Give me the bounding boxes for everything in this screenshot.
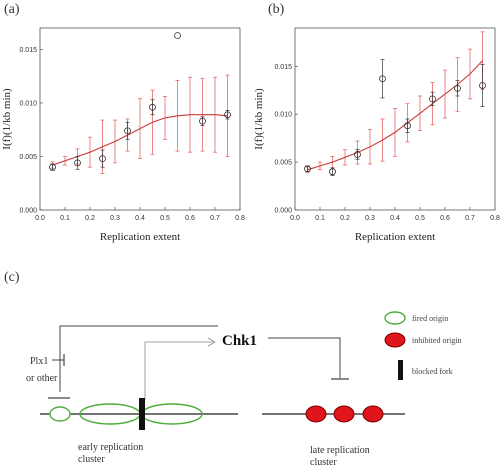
chart-a-xlabel: Replication extent <box>100 231 180 243</box>
chart-a-xtick-label: 0.7 <box>210 215 220 222</box>
chart-a-ytick-label: 0.015 <box>19 47 37 54</box>
chart-b-data-point <box>354 151 361 158</box>
plx1-label: Plx1 <box>30 356 48 367</box>
legend-fired-label: fired origin <box>412 314 448 323</box>
chart-b-data-point <box>429 95 436 103</box>
diagram-c: Chk1 Plx1 or other early replication clu… <box>26 311 462 467</box>
chart-b-ylabel: I(f)(1/kb min) <box>253 88 265 150</box>
chart-a-xtick-label: 0.4 <box>135 215 145 222</box>
chart-a-fit-curve <box>52 114 228 166</box>
legend-inhibited-icon <box>384 332 406 348</box>
chart-b-xtick-label: 0.0 <box>290 215 300 222</box>
chart-b-ytick-label: 0.015 <box>274 64 292 71</box>
arrow-head-icon <box>207 337 216 347</box>
chart-b-fit-curve <box>307 60 483 171</box>
chart-b-xlabel: Replication extent <box>355 231 435 243</box>
panel-label-c: (c) <box>4 270 20 285</box>
legend-fired-icon <box>384 311 406 325</box>
chart-a: 0.0 0.1 0.2 0.3 0.4 0.5 0.6 0.7 0.8 0.000 0.005 0.… <box>1 27 245 243</box>
chart-b-data-point <box>329 168 336 176</box>
chart-b-data-point <box>454 84 461 92</box>
legend-inhibited-label: inhibited origin <box>412 336 462 345</box>
plx1-or-other-label: or other <box>26 373 58 384</box>
early-cluster-label-2: cluster <box>78 454 105 465</box>
chk1-label: Chk1 <box>222 333 257 349</box>
chart-b-xtick-label: 0.2 <box>340 215 350 222</box>
chart-a-data-point <box>174 32 181 39</box>
chart-a-xtick-label: 0.5 <box>160 215 170 222</box>
panel-label-a: (a) <box>4 2 20 17</box>
chart-a-ylabel: I(f)(1/kb min) <box>1 88 13 150</box>
chart-a-data-point <box>124 127 131 135</box>
chart-a-xtick-label: 0.8 <box>235 215 245 222</box>
chart-b-xtick-label: 0.3 <box>365 215 375 222</box>
chart-a-xtick-label: 0.3 <box>110 215 120 222</box>
legend-blocked-label: blocked fork <box>412 367 453 376</box>
inhibited-origin-1 <box>305 405 327 423</box>
early-cluster-label: early replication <box>78 442 143 453</box>
chart-a-xtick-label: 0.0 <box>35 215 45 222</box>
chart-a-data-point <box>199 117 206 125</box>
activation-arrow <box>144 341 213 400</box>
chart-b-xtick-label: 0.4 <box>390 215 400 222</box>
late-cluster-label: late replication <box>310 445 370 456</box>
chart-b-ytick-label: 0.000 <box>274 208 292 215</box>
feedback-line <box>59 325 218 392</box>
chart-b-xtick-label: 0.1 <box>315 215 325 222</box>
chart-b-xtick-label: 0.8 <box>490 215 500 222</box>
inhibited-origin-2 <box>333 405 355 423</box>
chk1-inhibit-line <box>268 337 341 378</box>
chart-a-data-point <box>74 159 81 167</box>
chart-b-xtick-label: 0.6 <box>440 215 450 222</box>
chart-b-data-point <box>379 75 386 83</box>
chart-b-data-point <box>304 165 311 173</box>
legend-blocked-icon <box>398 360 403 380</box>
chart-a-ytick-label: 0.005 <box>19 154 37 161</box>
chart-a-data-point <box>149 103 156 111</box>
panel-label-b: (b) <box>268 2 285 17</box>
chart-b-xtick-label: 0.7 <box>465 215 475 222</box>
chart-a-data-point <box>49 163 56 171</box>
blocked-fork <box>139 398 145 430</box>
fired-origin-small <box>49 406 71 422</box>
chart-a-data-point <box>224 111 231 119</box>
chart-a-xtick-label: 0.6 <box>185 215 195 222</box>
chart-b-data-point <box>479 82 486 89</box>
late-cluster-label-2: cluster <box>310 457 337 467</box>
chart-a-xtick-label: 0.2 <box>85 215 95 222</box>
chart-b-xtick-label: 0.5 <box>415 215 425 222</box>
chart-a-data-point <box>99 155 106 163</box>
chart-a-ytick-label: 0.000 <box>19 208 37 215</box>
chart-a-xtick-label: 0.1 <box>60 215 70 222</box>
inhibited-origin-3 <box>362 405 384 423</box>
chart-b: 0.0 0.1 0.2 0.3 0.4 0.5 0.6 0.7 0.8 0.000 0.005 0.… <box>253 27 500 243</box>
legend: fired origin inhibited origin blocked fo… <box>384 311 462 380</box>
chart-b-ytick-label: 0.010 <box>274 112 292 119</box>
chart-a-ytick-label: 0.010 <box>19 100 37 107</box>
chart-b-ytick-label: 0.005 <box>274 160 292 167</box>
chart-b-data-point <box>404 122 411 130</box>
